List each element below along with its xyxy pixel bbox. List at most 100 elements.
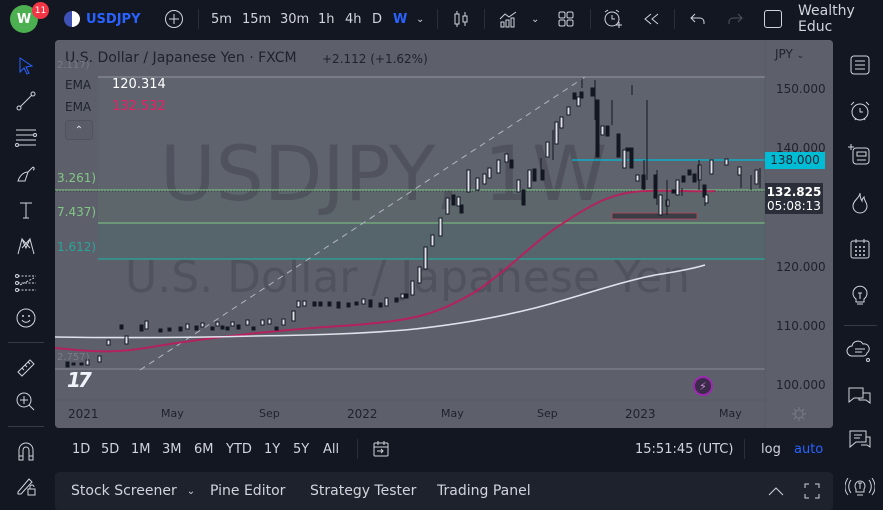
cursor-tool[interactable] — [12, 52, 40, 80]
ema-slow-row[interactable]: EMA 132.532 — [65, 99, 166, 114]
range-1m[interactable]: 1M — [131, 430, 151, 468]
tab-stock-screener[interactable]: Stock Screener ⌄ — [71, 472, 195, 510]
lock-drawings-tool[interactable] — [12, 472, 40, 500]
brush-tool[interactable] — [12, 160, 40, 188]
trend-line-icon — [16, 91, 36, 111]
divider — [744, 439, 745, 459]
interval-4h[interactable]: 4h — [345, 0, 362, 38]
collapse-legend-button[interactable]: ⌃ — [65, 120, 93, 140]
compare-add-button[interactable] — [164, 0, 184, 38]
hotlists-button[interactable] — [845, 188, 875, 218]
interval-dropdown[interactable]: ⌄ — [416, 0, 424, 38]
data-window-button[interactable] — [845, 140, 875, 170]
price-tick: 110.000 — [776, 319, 826, 333]
alert-button[interactable] — [602, 0, 624, 38]
tab-label: Trading Panel — [437, 483, 531, 499]
tab-strategy-tester[interactable]: Strategy Tester — [310, 472, 416, 510]
auto-scale-toggle[interactable]: auto — [794, 430, 823, 468]
text-tool[interactable] — [12, 196, 40, 224]
interval-w[interactable]: W — [393, 0, 407, 38]
time-tick: 2022 — [347, 407, 378, 421]
account-name[interactable]: Wealthy Educ — [798, 0, 883, 38]
fullscreen-toggle[interactable] — [764, 0, 782, 38]
measure-tool[interactable] — [12, 354, 40, 382]
symbol-search[interactable]: USDJPY — [64, 0, 141, 38]
tab-trading-panel[interactable]: Trading Panel — [437, 472, 531, 510]
candles — [65, 78, 761, 368]
flag-icon — [64, 11, 80, 27]
currency-selector[interactable]: JPY ⌄ — [775, 47, 804, 61]
lightning-icon[interactable]: ⚡ — [693, 376, 713, 396]
alerts-button[interactable] — [845, 96, 875, 126]
indicators-button[interactable] — [498, 0, 518, 38]
time-tick: Sep — [537, 407, 558, 420]
chats-button[interactable] — [845, 336, 875, 366]
notes-button[interactable] — [845, 425, 875, 455]
pattern-tool[interactable] — [12, 232, 40, 260]
range-1y[interactable]: 1Y — [264, 430, 280, 468]
zoom-tool[interactable] — [12, 388, 40, 416]
interval-5m[interactable]: 5m — [211, 0, 232, 38]
undo-button[interactable] — [689, 0, 707, 38]
interval-30m[interactable]: 30m — [280, 0, 309, 38]
chart-pane[interactable]: USDJPY, 1W U.S. Dollar / Japanese Yen — [55, 40, 833, 428]
range-3m[interactable]: 3M — [162, 430, 182, 468]
chevron-up-icon: ⌃ — [74, 124, 84, 136]
range-1d[interactable]: 1D — [72, 430, 90, 468]
indicators-dropdown[interactable]: ⌄ — [531, 0, 539, 38]
time-tick: Sep — [259, 407, 280, 420]
magnet-tool[interactable] — [12, 438, 40, 466]
range-6m[interactable]: 6M — [194, 430, 214, 468]
watchlist-button[interactable] — [845, 50, 875, 80]
rewind-icon — [644, 13, 659, 25]
tradingview-logo[interactable]: 17 — [67, 368, 92, 392]
replay-button[interactable] — [642, 0, 660, 38]
calendar-button[interactable] — [845, 234, 875, 264]
chart-type-button[interactable] — [452, 0, 470, 38]
tab-pine-editor[interactable]: Pine Editor — [210, 472, 285, 510]
range-5y[interactable]: 5Y — [293, 430, 309, 468]
layout-button[interactable] — [557, 0, 575, 38]
thought-bubble-icon — [846, 340, 870, 362]
chat-list-icon — [849, 430, 871, 449]
ideas-button[interactable] — [845, 280, 875, 310]
interval-15m[interactable]: 15m — [242, 0, 271, 38]
ema-fast-row[interactable]: EMA 120.314 — [65, 77, 166, 92]
range-5d[interactable]: 5D — [101, 430, 119, 468]
redo-button[interactable] — [726, 0, 744, 38]
icons-tool[interactable] — [12, 304, 40, 332]
settings-gear-icon[interactable] — [791, 406, 807, 422]
trend-line-tool[interactable] — [12, 87, 40, 115]
divider — [484, 9, 485, 29]
interval-d[interactable]: D — [372, 0, 382, 38]
utc-clock[interactable]: 15:51:45 (UTC) — [635, 430, 733, 468]
interval-1h[interactable]: 1h — [318, 0, 335, 38]
range-ytd[interactable]: YTD — [226, 430, 252, 468]
range-all[interactable]: All — [323, 430, 339, 468]
price-chart[interactable]: USDJPY, 1W U.S. Dollar / Japanese Yen — [55, 40, 833, 428]
chat-bubbles-icon — [848, 387, 871, 404]
user-avatar[interactable]: W 11 — [10, 0, 49, 38]
ema-slow-value: 132.532 — [112, 99, 166, 114]
chevron-down-icon: ⌄ — [186, 485, 196, 497]
log-scale-toggle[interactable]: log — [761, 430, 781, 468]
maximize-panel-button[interactable] — [803, 472, 821, 510]
help-button[interactable] — [845, 472, 875, 502]
interval-label: 15m — [242, 11, 272, 27]
range-label: 1D — [72, 441, 91, 457]
forecast-lines-icon — [15, 274, 36, 292]
time-tick: May — [441, 407, 464, 420]
chevron-down-icon: ⌄ — [531, 13, 540, 25]
messages-button[interactable] — [845, 382, 875, 412]
fib-tool[interactable] — [12, 123, 40, 151]
divider — [844, 325, 877, 326]
chevron-down-icon: ⌄ — [416, 13, 425, 25]
smiley-icon — [16, 308, 36, 328]
time-tick: 2021 — [68, 407, 99, 421]
expand-panel-button[interactable] — [767, 472, 785, 510]
prediction-tool[interactable] — [12, 269, 40, 297]
goto-date-button[interactable] — [372, 430, 390, 468]
range-label: YTD — [226, 441, 252, 457]
price-tick: 120.000 — [776, 260, 826, 274]
interval-label: 5m — [211, 11, 232, 27]
